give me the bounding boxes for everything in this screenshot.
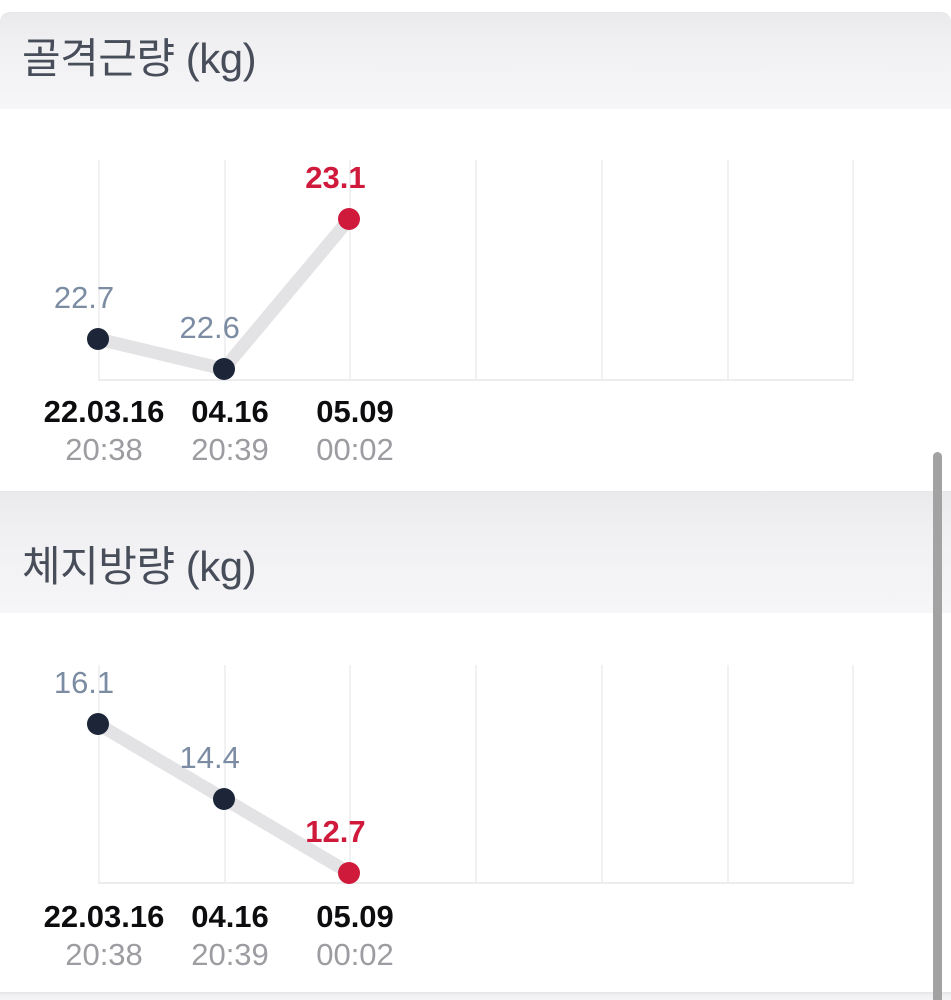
gridline (726, 160, 729, 380)
next-section-header-partial (0, 992, 951, 1000)
gridline (223, 665, 226, 883)
gridline (223, 160, 226, 380)
x-axis-time-label: 00:02 (316, 432, 394, 467)
section-title-skeletal-muscle: 골격근량 (kg) (22, 35, 257, 82)
x-axis-date-label: 05.09 (316, 394, 394, 429)
x-axis-time-label: 20:39 (191, 937, 269, 972)
data-point[interactable] (212, 358, 235, 380)
value-label: 16.1 (53, 665, 115, 701)
data-point[interactable] (87, 328, 109, 350)
scrollbar-thumb[interactable] (933, 452, 942, 1000)
data-point-latest[interactable] (338, 208, 361, 230)
section-header-skeletal-muscle (0, 12, 951, 109)
x-axis-date-label: 22.03.16 (43, 394, 165, 429)
x-axis-time-label: 20:39 (191, 432, 269, 467)
value-label: 12.7 (305, 814, 366, 849)
gridline (475, 665, 478, 883)
x-axis-time-label: 20:38 (65, 937, 143, 972)
gridline (600, 665, 603, 883)
x-axis-date-label: 04.16 (191, 899, 269, 934)
x-axis-date-label: 04.16 (191, 394, 269, 429)
x-axis-line (98, 379, 855, 381)
gridline (852, 665, 855, 883)
x-axis-date-label: 05.09 (316, 899, 394, 934)
x-axis-line (98, 882, 855, 884)
gridline (726, 665, 729, 883)
x-axis-time-label: 00:02 (316, 937, 394, 972)
data-point[interactable] (212, 787, 235, 810)
gridline (349, 665, 352, 883)
previous-card-bottom-gap (0, 0, 951, 12)
value-label: 22.6 (179, 310, 240, 345)
gridline (852, 160, 855, 380)
section-title-body-fat: 체지방량 (kg) (22, 543, 257, 590)
gridline (349, 160, 352, 380)
gridline (600, 160, 603, 380)
gridline (98, 665, 100, 883)
value-label: 14.4 (179, 739, 240, 775)
data-point[interactable] (87, 713, 109, 736)
value-label: 23.1 (305, 160, 366, 195)
x-axis-date-label: 22.03.16 (43, 899, 165, 934)
x-axis-time-label: 20:38 (65, 432, 143, 467)
data-point-latest[interactable] (338, 862, 361, 884)
gridline (475, 160, 478, 380)
value-label: 22.7 (53, 280, 115, 315)
section-header-body-fat (0, 491, 951, 613)
